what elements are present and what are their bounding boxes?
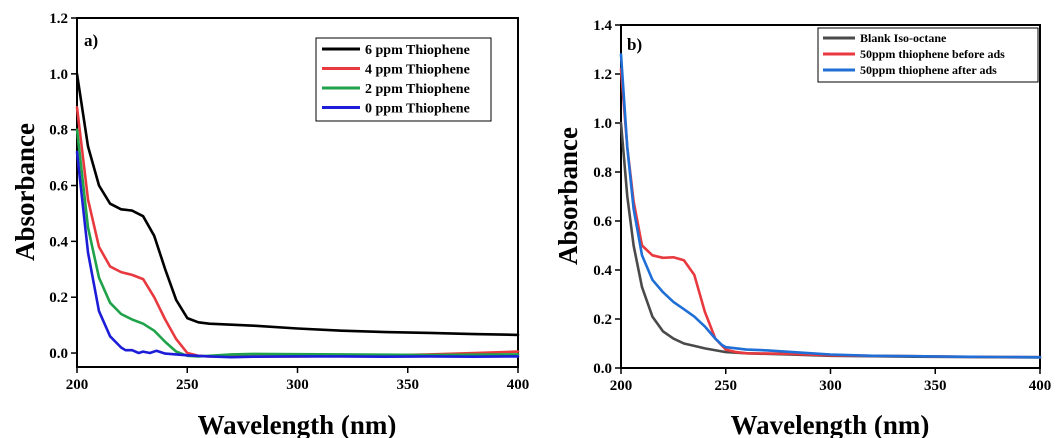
series-line-2 bbox=[75, 106, 520, 358]
panel-b-xlabel: Wavelength (nm) bbox=[731, 410, 930, 438]
x-tick-label: 400 bbox=[507, 377, 530, 393]
legend-label: 4 ppm Thiophene bbox=[365, 62, 470, 77]
legend-label: 0 ppm Thiophene bbox=[365, 101, 470, 116]
panel-b-lines bbox=[619, 53, 1042, 359]
y-tick-label: 1.0 bbox=[49, 67, 68, 83]
legend-label: Blank Iso-octane bbox=[860, 31, 947, 45]
x-tick-label: 350 bbox=[924, 378, 947, 394]
panel-b-label: b) bbox=[627, 35, 642, 54]
panel-a-ylabel: Absorbance bbox=[10, 123, 40, 261]
y-tick-label: 0.6 bbox=[593, 214, 612, 230]
series-line-1 bbox=[75, 72, 520, 337]
y-tick-label: 0.4 bbox=[593, 263, 612, 279]
y-tick-label: 0.8 bbox=[49, 123, 68, 139]
y-tick-label: 1.2 bbox=[49, 11, 68, 27]
y-tick-label: 1.2 bbox=[593, 67, 612, 83]
x-tick-label: 200 bbox=[610, 378, 633, 394]
y-tick-label: 0.2 bbox=[593, 312, 612, 328]
series-line-3 bbox=[75, 128, 520, 358]
legend-label: 50ppm thiophene before ads bbox=[860, 47, 1005, 61]
series-line-4 bbox=[75, 150, 520, 359]
panel-a-legend-entries: 6 ppm Thiophene 4 ppm Thiophene 2 ppm Thio… bbox=[322, 43, 470, 116]
x-tick-label: 250 bbox=[176, 377, 199, 393]
panel-a-ticks: 200 250 300 350 400 0.0 0.2 0.4 0.6 0.8 1.0 1.2 bbox=[49, 11, 529, 393]
x-tick-label: 400 bbox=[1029, 378, 1052, 394]
y-tick-label: 1.4 bbox=[593, 18, 612, 34]
y-tick-label: 1.0 bbox=[593, 116, 612, 132]
y-tick-label: 0.0 bbox=[593, 361, 612, 377]
x-tick-label: 300 bbox=[819, 378, 842, 394]
y-tick-label: 0.8 bbox=[593, 165, 612, 181]
panel-a-xlabel: Wavelength (nm) bbox=[198, 410, 397, 438]
panel-a-lines bbox=[75, 72, 520, 359]
panel-b-legend-entries: Blank Iso-octane 50ppm thiophene before a… bbox=[823, 31, 1005, 77]
series-line-1 bbox=[619, 121, 1042, 359]
legend-label: 6 ppm Thiophene bbox=[365, 43, 470, 58]
y-tick-label: 0.2 bbox=[49, 290, 68, 306]
panel-b-ylabel: Absorbance bbox=[553, 127, 583, 265]
x-tick-label: 200 bbox=[66, 377, 89, 393]
y-tick-label: 0.0 bbox=[49, 346, 68, 362]
x-tick-label: 350 bbox=[397, 377, 420, 393]
panel-a: a) 200 250 300 350 4000.00.20.40.60.81.01.2 … bbox=[10, 11, 529, 438]
panel-b-legend: Blank Iso-octane 50ppm thiophene before a… bbox=[817, 27, 1039, 83]
series-line-3 bbox=[619, 53, 1042, 359]
x-tick-label: 250 bbox=[715, 378, 738, 394]
y-tick-label: 0.6 bbox=[49, 179, 68, 195]
legend-label: 50ppm thiophene after ads bbox=[860, 63, 997, 77]
panel-a-label: a) bbox=[84, 31, 98, 50]
panel-b-ticks: 200 250 300 350 400 0.0 0.2 0.4 0.6 0.8 1.0 1.2 1.4 bbox=[593, 18, 1051, 394]
panel-a-legend: 6 ppm Thiophene 4 ppm Thiophene 2 ppm Thio… bbox=[315, 37, 492, 122]
legend-label: 2 ppm Thiophene bbox=[365, 82, 470, 97]
x-tick-label: 300 bbox=[286, 377, 309, 393]
series-line-2 bbox=[619, 67, 1042, 359]
panel-b: b) 200 250 300 350 400 0.0 0.2 0.4 0.6 0.8 1.0 1.2 1… bbox=[553, 18, 1051, 438]
y-tick-label: 0.4 bbox=[49, 234, 68, 250]
